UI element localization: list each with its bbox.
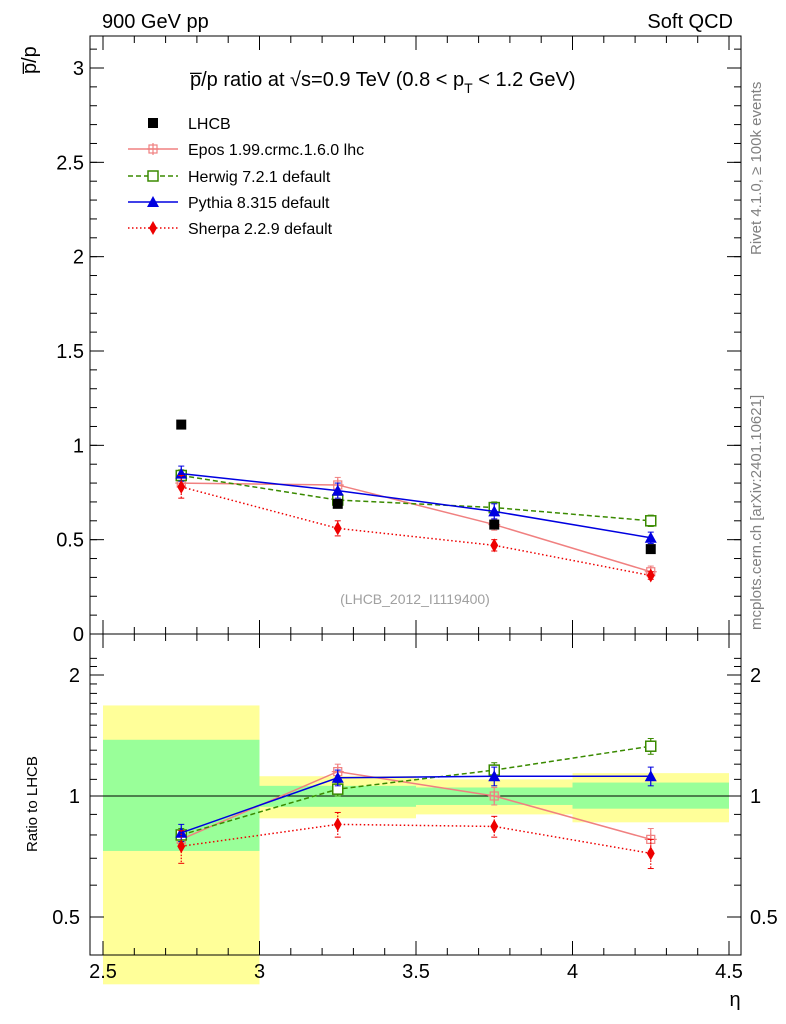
main-point-lhcb [332,498,343,509]
legend-entry-pythia: Pythia 8.315 default [128,195,330,212]
ratio-series-pythia [175,766,657,843]
main-line-pythia [181,472,651,539]
ratio-point-pythia [175,826,188,838]
main-ytick-label: 2.5 [56,152,84,174]
legend-label-sherpa: Sherpa 2.2.9 default [188,221,333,238]
ratio-ytick-label-right: 0.5 [750,907,778,929]
x-tick-label: 4 [567,961,578,983]
legend-entry-lhcb: LHCB [148,116,231,133]
main-point-lhcb [176,419,187,430]
x-tick-label: 2.5 [89,961,117,983]
main-point-sherpa [333,521,342,536]
main-series-lhcb [176,419,656,555]
ratio-plot-area [90,705,741,985]
ratio-line-pythia [181,775,651,834]
x-tick-label: 3 [254,961,265,983]
legend-marker-pythia [147,196,159,207]
ratio-point-pythia [331,771,344,783]
main-series-herwig [175,469,657,527]
ratio-panel: Ratio to LHCB η 0.5 0.5 1 1 2 2 2.5 3 3.5 4 4.5 [24,633,778,1011]
main-series-epos [175,476,657,578]
ratio-point-pythia [488,770,501,782]
main-point-sherpa [490,538,499,553]
rivet-version-label: Rivet 4.1.0, ≥ 100k events [748,82,765,255]
main-point-pythia [644,531,657,543]
main-panel: p̅/p ratio at √s=0.9 TeV (0.8 < pT < 1.2… [19,35,742,646]
main-line-epos [181,482,651,573]
main-ytick-label: 2 [73,247,84,269]
legend: LHCB Epos 1.99.crmc.1.6.0 lhc Herwig 7.2… [128,116,364,238]
main-point-lhcb [645,544,656,555]
legend-label-epos: Epos 1.99.crmc.1.6.0 lhc [188,142,364,159]
legend-label-herwig: Herwig 7.2.1 default [188,169,331,186]
ratio-ytick-label-right: 1 [750,786,761,808]
title-suffix: < 1.2 GeV) [473,69,576,91]
legend-entry-epos: Epos 1.99.crmc.1.6.0 lhc [128,142,364,159]
main-ytick-label: 1.5 [56,341,84,363]
main-y-axis-label: p̅/p [19,46,41,74]
ratio-line-herwig [181,745,651,836]
analysis-watermark: (LHCB_2012_I1119400) [340,591,490,607]
header-left-label: 900 GeV pp [102,11,209,33]
ratio-series-sherpa [177,811,655,870]
main-point-lhcb [489,519,500,530]
legend-marker-epos [147,143,159,155]
main-ytick-label: 0.5 [56,530,84,552]
ratio-point-sherpa [177,839,186,854]
main-point-pythia [488,505,501,517]
ratio-point-sherpa [646,846,655,861]
legend-entry-sherpa: Sherpa 2.2.9 default [128,221,333,238]
ratio-ytick-label-right: 2 [750,665,761,687]
ratio-ytick-label: 1 [69,786,80,808]
main-ytick-label: 0 [73,624,84,646]
main-point-sherpa [646,568,655,583]
ratio-axes: 0.5 0.5 1 1 2 2 2.5 3 3.5 4 4.5 [52,634,778,983]
main-line-herwig [181,474,651,522]
main-point-sherpa [177,479,186,494]
main-point-herwig [645,515,657,527]
main-ytick-label: 1 [73,435,84,457]
ratio-y-axis-label: Ratio to LHCB [24,756,41,852]
main-point-pythia [331,484,344,496]
legend-label-pythia: Pythia 8.315 default [188,195,330,212]
ratio-point-herwig [645,740,657,752]
ratio-point-sherpa [333,817,342,832]
ratio-point-epos [488,790,501,802]
mcplots-citation-label: mcplots.cern.ch [arXiv:2401.10621] [748,395,765,630]
ratio-ytick-label: 0.5 [52,907,80,929]
main-ytick-label: 3 [73,58,84,80]
ratio-line-sherpa [181,823,651,855]
x-tick-label: 4.5 [715,961,743,983]
x-tick-label: 3.5 [402,961,430,983]
legend-marker-herwig [147,170,159,182]
header-right-label: Soft QCD [647,11,733,33]
legend-marker-lhcb [148,118,158,128]
legend-marker-sherpa [149,221,157,235]
main-axes: 0 0.5 1 1.5 2 2.5 3 [56,36,741,646]
main-plot-area [175,419,657,583]
title-prefix: p̅/p ratio at √s=0.9 TeV (0.8 < p [190,69,464,91]
x-axis-label: η [729,989,740,1011]
main-line-sherpa [181,486,651,577]
ratio-point-sherpa [490,819,499,834]
title-subscript: T [464,80,473,96]
legend-label-lhcb: LHCB [188,116,231,133]
legend-entry-herwig: Herwig 7.2.1 default [128,169,331,186]
main-series-sherpa [177,475,655,583]
main-title: p̅/p ratio at √s=0.9 TeV (0.8 < pT < 1.2… [190,69,576,96]
ratio-point-pythia [644,770,657,782]
ratio-ytick-label: 2 [69,665,80,687]
